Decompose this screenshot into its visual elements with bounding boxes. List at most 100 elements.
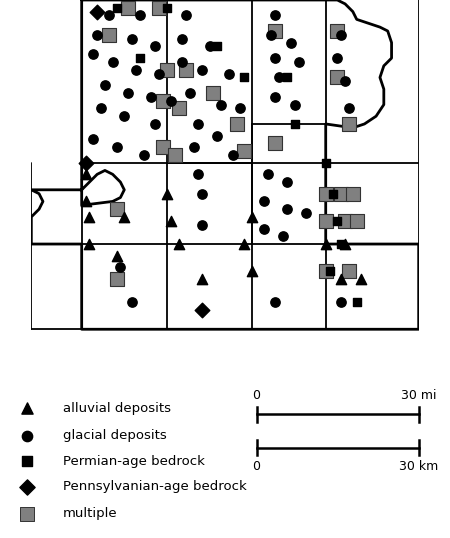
- Point: [338, 31, 345, 39]
- Point: [140, 151, 147, 159]
- Point: [217, 100, 225, 109]
- Point: [156, 69, 163, 78]
- Text: Permian-age bedrock: Permian-age bedrock: [63, 455, 205, 468]
- Point: [105, 11, 112, 20]
- Point: [345, 119, 352, 128]
- Point: [163, 189, 171, 198]
- Point: [23, 404, 31, 413]
- Point: [334, 73, 341, 82]
- Text: glacial deposits: glacial deposits: [63, 429, 167, 442]
- Point: [330, 189, 337, 198]
- Point: [326, 267, 333, 275]
- Point: [187, 89, 194, 97]
- Point: [248, 213, 256, 221]
- Text: alluvial deposits: alluvial deposits: [63, 402, 171, 415]
- Point: [291, 119, 298, 128]
- Point: [113, 143, 120, 152]
- Point: [86, 213, 93, 221]
- Point: [113, 205, 120, 214]
- Point: [194, 170, 202, 179]
- Point: [98, 104, 105, 113]
- Point: [272, 11, 279, 20]
- Point: [206, 42, 213, 51]
- Text: 0: 0: [252, 460, 261, 473]
- Point: [214, 131, 221, 140]
- Point: [94, 8, 101, 16]
- Point: [284, 178, 291, 186]
- Point: [229, 151, 236, 159]
- Point: [345, 267, 352, 275]
- Point: [183, 66, 190, 74]
- Point: [90, 50, 97, 59]
- Point: [349, 189, 356, 198]
- Point: [128, 298, 135, 307]
- Point: [152, 119, 159, 128]
- Point: [167, 216, 174, 225]
- Point: [194, 119, 202, 128]
- Point: [241, 147, 248, 155]
- Point: [198, 66, 205, 74]
- Point: [82, 197, 89, 206]
- Point: [113, 3, 120, 12]
- Point: [322, 158, 329, 167]
- Point: [322, 267, 329, 275]
- Point: [291, 100, 298, 109]
- Point: [198, 189, 205, 198]
- Point: [342, 216, 349, 225]
- Point: [338, 274, 345, 283]
- Point: [342, 240, 349, 249]
- Point: [338, 240, 345, 249]
- Point: [121, 112, 128, 121]
- Point: [198, 274, 205, 283]
- Point: [198, 221, 205, 229]
- Point: [175, 104, 182, 113]
- Point: [276, 73, 283, 82]
- Point: [272, 139, 279, 147]
- Point: [171, 151, 178, 159]
- Point: [353, 216, 360, 225]
- Point: [82, 170, 89, 179]
- Text: Pennsylvanian-age bedrock: Pennsylvanian-age bedrock: [63, 480, 247, 493]
- Text: 30 km: 30 km: [399, 460, 438, 473]
- Point: [287, 38, 294, 47]
- Point: [90, 135, 97, 144]
- Point: [23, 457, 31, 465]
- Point: [303, 209, 310, 217]
- Point: [175, 240, 182, 249]
- Point: [322, 240, 329, 249]
- Point: [125, 89, 132, 97]
- Point: [179, 34, 186, 43]
- Text: 30 mi: 30 mi: [401, 390, 436, 402]
- Point: [128, 34, 135, 43]
- Point: [105, 31, 112, 39]
- Point: [338, 298, 345, 307]
- Point: [210, 89, 217, 97]
- Point: [272, 54, 279, 62]
- Point: [156, 3, 163, 12]
- Point: [82, 158, 89, 167]
- Point: [121, 213, 128, 221]
- Point: [159, 143, 166, 152]
- Point: [163, 3, 171, 12]
- Point: [338, 189, 345, 198]
- Point: [117, 263, 124, 272]
- Point: [272, 93, 279, 101]
- Point: [334, 54, 341, 62]
- Point: [345, 104, 352, 113]
- Point: [342, 77, 349, 86]
- Point: [214, 42, 221, 51]
- Point: [272, 27, 279, 36]
- Point: [233, 119, 240, 128]
- Point: [183, 11, 190, 20]
- Point: [86, 240, 93, 249]
- Point: [23, 483, 31, 491]
- Point: [179, 58, 186, 66]
- Point: [152, 42, 159, 51]
- Point: [268, 31, 275, 39]
- Point: [241, 73, 248, 82]
- Point: [260, 197, 267, 206]
- Point: [136, 11, 144, 20]
- Point: [190, 143, 198, 152]
- Point: [148, 93, 155, 101]
- Point: [163, 66, 171, 74]
